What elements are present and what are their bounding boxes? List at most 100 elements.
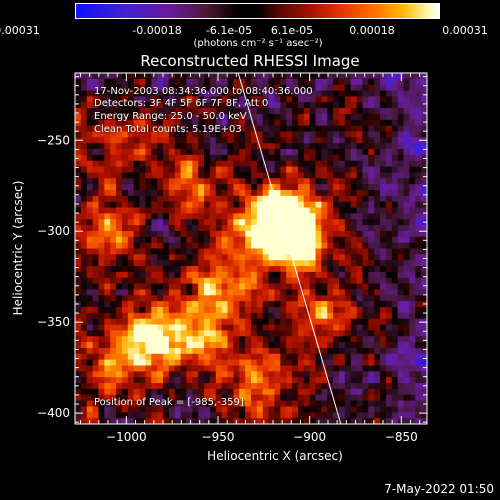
heatmap-cell [292, 289, 299, 296]
heatmap-cell [321, 347, 328, 355]
heatmap-cell [168, 371, 176, 378]
heatmap-cell [415, 289, 422, 296]
heatmap-cell [116, 283, 123, 291]
heatmap-cell [362, 377, 369, 384]
heatmap-cell [215, 289, 223, 296]
heatmap-cell [104, 394, 111, 402]
heatmap-cell [104, 90, 111, 97]
heatmap-cell [309, 108, 317, 115]
heatmap-cell [80, 342, 88, 349]
heatmap-cell [209, 260, 217, 267]
heatmap-cell [262, 225, 270, 232]
heatmap-cell [303, 78, 311, 86]
heatmap-cell [385, 219, 393, 226]
heatmap-cell [315, 383, 322, 390]
heatmap-cell [403, 178, 410, 185]
heatmap-cell [104, 96, 111, 103]
heatmap-cell [139, 324, 146, 331]
heatmap-cell [215, 225, 223, 232]
heatmap-cell [327, 207, 334, 214]
heatmap-cell [333, 248, 340, 255]
heatmap-cell [104, 119, 111, 127]
heatmap-cell [192, 330, 199, 337]
heatmap-cell [333, 184, 340, 191]
heatmap-cell [415, 400, 422, 408]
heatmap-cell [92, 412, 100, 419]
heatmap-cell [362, 178, 369, 185]
heatmap-cell [157, 149, 164, 156]
heatmap-cell [227, 388, 234, 396]
heatmap-cell [362, 418, 369, 424]
heatmap-cell [397, 295, 405, 302]
heatmap-cell [233, 330, 240, 337]
heatmap-cell [403, 347, 410, 355]
heatmap-cell [75, 195, 82, 203]
heatmap-cell [98, 271, 105, 279]
heatmap-cell [303, 400, 311, 408]
heatmap-cell [327, 113, 334, 121]
heatmap-cell [174, 260, 182, 267]
heatmap-cell [274, 266, 281, 273]
heatmap-cell [339, 283, 346, 291]
heatmap-cell [86, 312, 94, 320]
heatmap-cell [198, 342, 205, 349]
heatmap-cell [168, 277, 176, 285]
heatmap-cell [327, 371, 334, 378]
heatmap-cell [209, 184, 217, 191]
heatmap-cell [256, 119, 264, 127]
heatmap-cell [333, 160, 340, 168]
heatmap-cell [157, 166, 164, 174]
heatmap-cell [380, 383, 387, 390]
heatmap-cell [362, 400, 369, 408]
heatmap-cell [350, 131, 358, 138]
heatmap-cell [403, 359, 410, 367]
heatmap-cell [321, 207, 328, 214]
heatmap-cell [362, 353, 369, 361]
heatmap-cell [292, 371, 299, 378]
heatmap-cell [180, 213, 188, 220]
heatmap-cell [356, 131, 364, 138]
heatmap-cell [391, 394, 399, 402]
heatmap-cell [374, 143, 381, 150]
heatmap-cell [80, 383, 88, 390]
heatmap-cell [339, 195, 346, 203]
heatmap-cell [198, 108, 205, 115]
heatmap-cell [391, 242, 399, 250]
heatmap-cell [92, 195, 100, 203]
heatmap-cell [350, 418, 358, 424]
heatmap-cell [75, 412, 82, 419]
heatmap-cell [397, 271, 405, 279]
heatmap-cell [227, 307, 234, 314]
heatmap-cell [204, 388, 211, 396]
heatmap-cell [415, 230, 422, 238]
heatmap-cell [374, 301, 381, 308]
heatmap-cell [209, 307, 217, 314]
heatmap-cell [385, 131, 393, 138]
heatmap-cell [256, 301, 264, 308]
heatmap-cell [292, 418, 299, 424]
heatmap-cell [268, 166, 276, 174]
heatmap-cell [86, 154, 94, 162]
heatmap-cell [116, 330, 123, 337]
heatmap-cell [280, 125, 287, 133]
heatmap-cell [251, 283, 258, 291]
heatmap-cell [268, 271, 276, 279]
heatmap-cell [92, 383, 100, 390]
heatmap-cell [121, 412, 129, 419]
heatmap-cell [174, 266, 182, 273]
heatmap-cell [327, 160, 334, 168]
heatmap-cell [286, 271, 293, 279]
heatmap-cell [151, 394, 158, 402]
heatmap-cell [327, 131, 334, 138]
heatmap-cell [333, 371, 340, 378]
heatmap-cell [309, 184, 317, 191]
heatmap-cell [409, 318, 416, 326]
heatmap-cell [110, 347, 117, 355]
heatmap-cell [174, 184, 182, 191]
heatmap-cell [227, 383, 234, 390]
heatmap-cell [421, 195, 427, 203]
heatmap-cell [274, 166, 281, 174]
heatmap-cell [157, 207, 164, 214]
heatmap-cell [327, 219, 334, 226]
heatmap-cell [215, 406, 223, 413]
